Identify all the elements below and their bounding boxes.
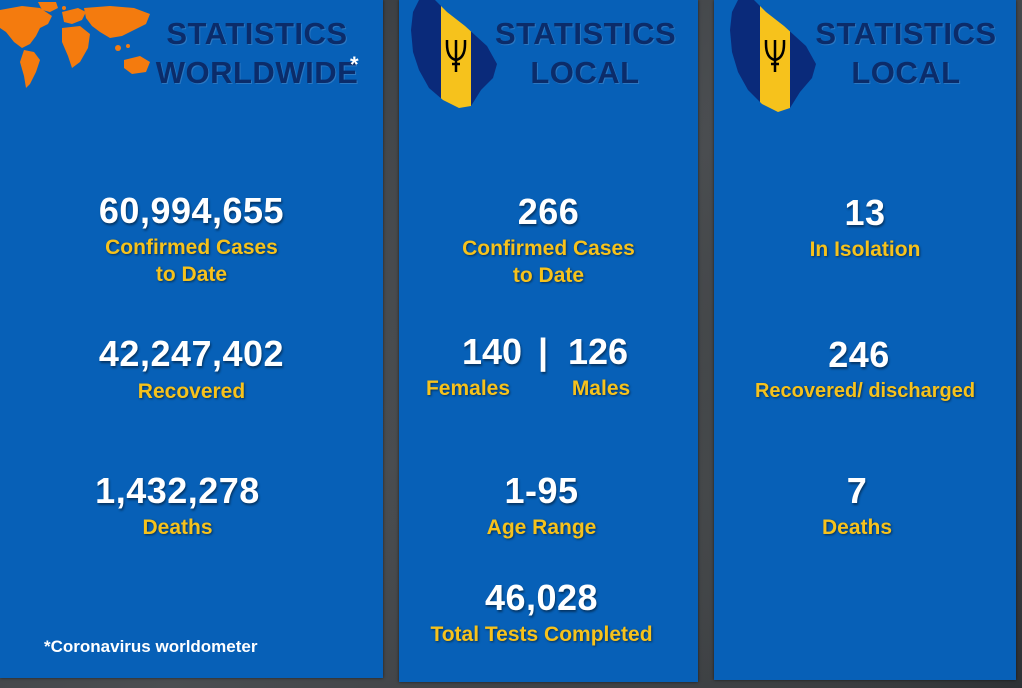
world-map-icon	[0, 2, 150, 88]
local-recovered-value: 246	[828, 334, 890, 375]
local-title-2: STATISTICS LOCAL	[814, 14, 998, 92]
recovered-label: Recovered	[137, 380, 246, 403]
local-confirmed-label: Confirmed Cases to Date	[399, 235, 698, 289]
confirmed-cases-label: Confirmed Cases to Date	[0, 234, 383, 288]
local-title-1: STATISTICS LOCAL	[495, 14, 677, 92]
males-label: Males	[571, 377, 631, 400]
local-recovered-label: Recovered/ discharged	[754, 380, 976, 402]
label-line-1: Confirmed Cases	[105, 236, 278, 259]
isolation-value: 13	[844, 192, 886, 233]
deaths-value: 1,432,278	[95, 470, 260, 511]
total-tests-value: 46,028	[484, 577, 599, 618]
recovered-value: 42,247,402	[98, 333, 285, 374]
label-line-1: Confirmed Cases	[462, 237, 635, 260]
local-panel-2: STATISTICS LOCAL 13 In Isolation 246 Rec…	[714, 0, 1016, 680]
local-deaths-value: 7	[846, 470, 868, 511]
age-range-label: Age Range	[486, 516, 597, 539]
title-line-2: WORLDWIDE	[155, 55, 359, 90]
barbados-flag-map-icon	[411, 0, 497, 108]
worldwide-title: STATISTICS WORLDWIDE	[150, 14, 364, 92]
females-value: 140	[461, 331, 523, 372]
gender-separator: |	[537, 331, 549, 372]
title-line-1: STATISTICS	[815, 16, 997, 51]
local-confirmed-value: 266	[517, 191, 580, 232]
title-line-1: STATISTICS	[495, 16, 677, 51]
label-line-2: to Date	[512, 264, 585, 287]
title-line-2: LOCAL	[530, 55, 640, 90]
footnote-asterisk: *	[350, 52, 359, 77]
total-tests-label: Total Tests Completed	[430, 623, 653, 646]
confirmed-cases-value: 60,994,655	[98, 190, 285, 231]
local-panel-1: STATISTICS LOCAL 266 Confirmed Cases to …	[399, 0, 698, 682]
males-value: 126	[567, 331, 629, 372]
title-line-1: STATISTICS	[166, 16, 348, 51]
title-line-2: LOCAL	[851, 55, 961, 90]
isolation-label: In Isolation	[809, 238, 921, 261]
deaths-label: Deaths	[142, 516, 213, 539]
source-footnote: *Coronavirus worldometer	[44, 637, 258, 656]
barbados-flag-map-icon	[730, 0, 816, 112]
females-label: Females	[425, 377, 511, 400]
label-line-2: to Date	[155, 263, 228, 286]
age-range-value: 1-95	[504, 470, 579, 511]
worldwide-panel: STATISTICS WORLDWIDE * 60,994,655 Confir…	[0, 0, 383, 678]
local-deaths-label: Deaths	[821, 516, 893, 539]
